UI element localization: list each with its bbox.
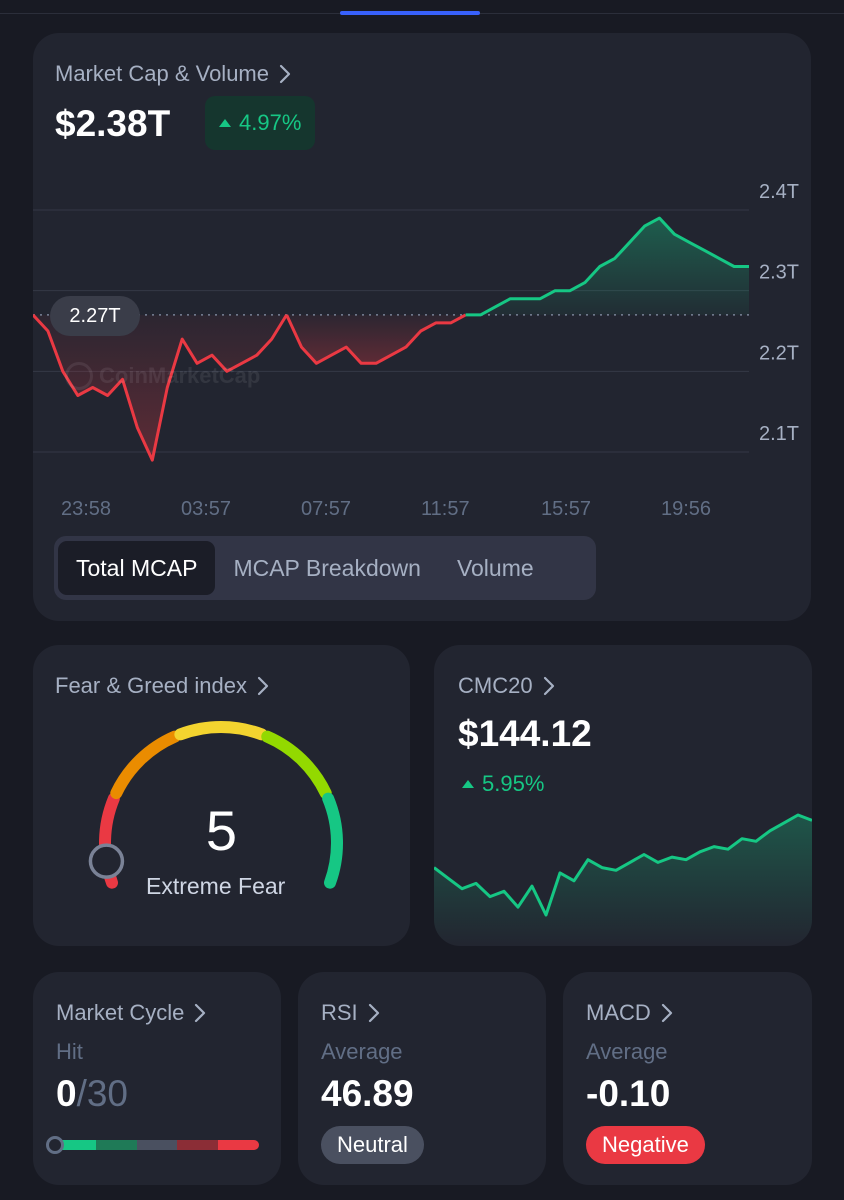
market-cycle-total: /30 xyxy=(76,1073,129,1114)
bar-segment xyxy=(95,1140,137,1150)
cmc20-change-value: 5.95% xyxy=(482,771,545,796)
market-cycle-title-link[interactable]: Market Cycle xyxy=(56,1000,206,1026)
fear-greed-card[interactable]: Fear & Greed index 5 Extreme Fear xyxy=(33,645,410,946)
fear-greed-gauge xyxy=(88,721,343,889)
area-below-reference xyxy=(33,314,287,461)
chevron-right-icon xyxy=(368,1003,379,1023)
chart-area-fill xyxy=(33,218,749,461)
rsi-title: RSI xyxy=(321,1000,358,1025)
reference-value-pill: 2.27T xyxy=(50,296,140,336)
tab-total-mcap[interactable]: Total MCAP xyxy=(58,541,216,595)
y-tick-label: 2.3T xyxy=(759,262,799,284)
line-below-reference xyxy=(285,313,467,365)
bar-segment xyxy=(177,1140,219,1150)
macd-value: -0.10 xyxy=(586,1073,671,1114)
x-tick-label: 23:58 xyxy=(61,498,111,520)
gauge-segment xyxy=(261,730,332,800)
tab-mcap-breakdown[interactable]: MCAP Breakdown xyxy=(233,554,421,581)
fear-greed-title-link[interactable]: Fear & Greed index xyxy=(55,673,269,699)
cmc20-value: $144.12 xyxy=(458,713,592,754)
chevron-right-icon xyxy=(257,676,269,696)
macd-title: MACD xyxy=(586,1000,651,1025)
y-axis-labels: 2.4T 2.3T 2.2T 2.1T xyxy=(759,181,799,445)
fear-greed-title: Fear & Greed index xyxy=(55,673,247,698)
active-tab-indicator xyxy=(340,11,480,15)
x-tick-label: 15:57 xyxy=(541,498,591,520)
cmc20-card[interactable]: CMC20 $144.12 5.95% xyxy=(434,645,812,946)
market-cycle-sublabel: Hit xyxy=(56,1039,83,1064)
bar-segment xyxy=(218,1140,259,1150)
sparkline-area xyxy=(434,815,812,946)
market-cap-value: $2.38T xyxy=(55,103,171,144)
chevron-right-icon xyxy=(661,1003,672,1023)
market-cap-change-badge: 4.97% xyxy=(205,96,316,150)
market-cycle-indicator xyxy=(46,1136,64,1154)
caret-up-icon xyxy=(462,780,474,788)
cmc20-title-link[interactable]: CMC20 xyxy=(458,673,555,699)
market-cap-change: 4.97% xyxy=(239,110,302,135)
cmc20-title: CMC20 xyxy=(458,673,533,698)
rsi-title-link[interactable]: RSI xyxy=(321,1000,380,1026)
chevron-right-icon xyxy=(543,676,554,696)
market-cap-card[interactable]: Market Cap & Volume $2.38T 4.97% 2.4T 2.3… xyxy=(33,33,811,621)
bar-segment xyxy=(136,1140,178,1150)
chart-series-line xyxy=(33,216,749,462)
market-cap-title: Market Cap & Volume xyxy=(55,61,269,86)
x-tick-label: 07:57 xyxy=(301,498,351,520)
gauge-arc xyxy=(99,721,343,889)
rsi-value: 46.89 xyxy=(321,1073,414,1114)
chevron-right-icon xyxy=(195,1003,206,1023)
line-below-reference xyxy=(33,313,288,462)
x-axis-labels: 23:58 03:57 07:57 11:57 15:57 19:56 xyxy=(61,498,711,520)
rsi-sublabel: Average xyxy=(321,1039,403,1064)
caret-up-icon xyxy=(219,119,231,127)
macd-sublabel: Average xyxy=(586,1039,668,1064)
fear-greed-value: 5 xyxy=(205,799,238,862)
chart-tabs: Total MCAP MCAP Breakdown Volume xyxy=(54,536,596,600)
market-cycle-value: 0/30 xyxy=(56,1073,128,1115)
cmc20-sparkline xyxy=(434,813,812,946)
rsi-status-badge: Neutral xyxy=(321,1126,424,1164)
gauge-segment xyxy=(174,721,268,741)
x-tick-label: 19:56 xyxy=(661,498,711,520)
gauge-segment xyxy=(110,730,181,800)
cmc20-change: 5.95% xyxy=(462,771,544,797)
market-cycle-card[interactable]: Market Cycle Hit 0/30 xyxy=(33,972,281,1185)
macd-title-link[interactable]: MACD xyxy=(586,1000,673,1026)
fear-greed-label: Extreme Fear xyxy=(146,873,286,899)
market-cap-chart[interactable]: 2.4T 2.3T 2.2T 2.1T 23:58 03:57 07:57 11:57 15:… xyxy=(33,173,811,533)
bar-segment xyxy=(55,1140,96,1150)
x-tick-label: 11:57 xyxy=(421,498,470,520)
area-above-reference xyxy=(465,218,749,315)
macd-card[interactable]: MACD Average -0.10 Negative xyxy=(563,972,812,1185)
line-above-reference xyxy=(465,216,749,317)
sparkline-line xyxy=(434,813,812,917)
gauge-segment xyxy=(322,792,343,889)
y-tick-label: 2.2T xyxy=(759,342,799,364)
y-tick-label: 2.1T xyxy=(759,423,799,445)
market-cycle-title: Market Cycle xyxy=(56,1000,185,1025)
market-cycle-hit: 0 xyxy=(56,1073,77,1114)
y-tick-label: 2.4T xyxy=(759,181,799,203)
tab-volume[interactable]: Volume xyxy=(456,554,534,581)
rsi-card[interactable]: RSI Average 46.89 Neutral xyxy=(298,972,546,1185)
gauge-indicator xyxy=(88,843,125,879)
area-below-reference xyxy=(286,314,466,364)
x-tick-label: 03:57 xyxy=(181,498,231,520)
chevron-right-icon xyxy=(279,64,291,84)
market-cycle-bar xyxy=(55,1140,259,1150)
macd-status-badge: Negative xyxy=(586,1126,705,1164)
market-cap-title-link[interactable]: Market Cap & Volume xyxy=(55,61,291,87)
